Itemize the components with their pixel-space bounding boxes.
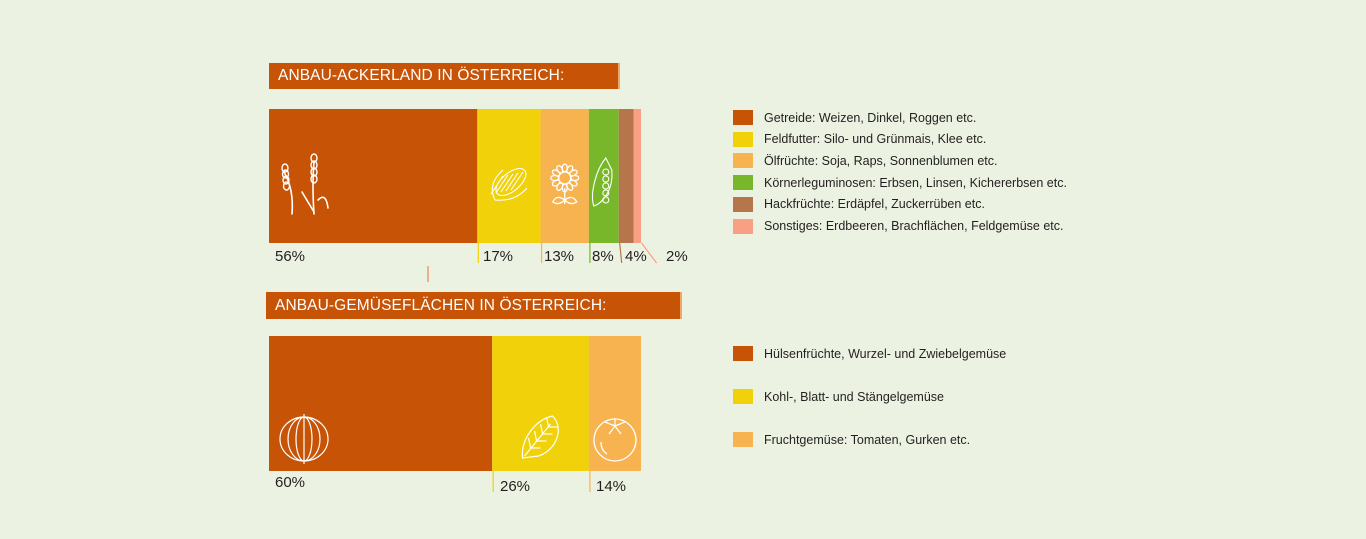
onion-icon	[279, 414, 329, 464]
data-label: 2%	[666, 248, 688, 265]
legend-item: Sonstiges: Erdbeeren, Brachflächen, Feld…	[733, 218, 1064, 234]
legend-label: Sonstiges: Erdbeeren, Brachflächen, Feld…	[764, 219, 1064, 233]
legend-item: Hackfrüchte: Erdäpfel, Zuckerrüben etc.	[733, 196, 985, 212]
bar-segment-2	[477, 109, 541, 243]
legend-item: Hülsenfrüchte, Wurzel- und Zwiebelgemüse	[733, 346, 1006, 361]
data-label: 14%	[596, 478, 626, 495]
legend-swatch	[733, 175, 753, 191]
bar-segment-1	[269, 336, 493, 471]
legend-label: Hülsenfrüchte, Wurzel- und Zwiebelgemüse	[764, 346, 1007, 361]
bar-ackerland: 56% 17% 13% 8% 4% 2%	[269, 109, 688, 265]
legend-label: Kohl-, Blatt- und Stängelgemüse	[764, 389, 944, 404]
pea-pod-icon	[592, 157, 613, 207]
legend-swatch	[733, 131, 753, 147]
label-leader-6	[641, 242, 658, 264]
bar-segment-3	[540, 109, 589, 243]
bar-segment-5	[618, 109, 634, 243]
bar-gemuese: 60% 26% 14%	[269, 336, 641, 495]
legend-swatch	[733, 218, 753, 234]
chart-title-ackerland: ANBAU-ACKERLAND IN ÖSTERREICH:	[269, 63, 620, 89]
data-label: 56%	[275, 248, 305, 265]
bar-segment-6	[633, 109, 641, 243]
legend-label: Ölfrüchte: Soja, Raps, Sonnenblumen etc.	[764, 153, 998, 168]
legend-label: Getreide: Weizen, Dinkel, Roggen etc.	[764, 110, 977, 125]
legend-swatch	[733, 196, 753, 212]
legend-item: Körnerleguminosen: Erbsen, Linsen, Kiche…	[733, 175, 1067, 191]
bar-segment-3	[588, 336, 641, 471]
legend-item: Fruchtgemüse: Tomaten, Gurken etc.	[733, 432, 970, 447]
legend-swatch	[733, 346, 753, 361]
legend-swatch	[733, 153, 753, 169]
legend-label: Fruchtgemüse: Tomaten, Gurken etc.	[764, 432, 971, 447]
wheat-icon	[281, 153, 329, 215]
data-label: 13%	[544, 248, 574, 265]
legend-swatch	[733, 389, 753, 404]
legend-swatch	[733, 110, 753, 125]
data-label: 60%	[275, 474, 305, 491]
legend-item: Getreide: Weizen, Dinkel, Roggen etc.	[733, 110, 976, 125]
corn-icon	[490, 167, 528, 201]
tomato-icon	[593, 418, 637, 462]
label-leader-5	[619, 242, 623, 264]
data-label: 26%	[500, 478, 530, 495]
legend-label: Körnerleguminosen: Erbsen, Linsen, Kiche…	[764, 175, 1067, 190]
legend-swatch	[733, 432, 753, 447]
data-label: 8%	[592, 248, 614, 265]
legend-item: Kohl-, Blatt- und Stängelgemüse	[733, 389, 944, 404]
legend-label: Feldfutter: Silo- und Grünmais, Klee etc…	[764, 132, 987, 147]
legend-item: Feldfutter: Silo- und Grünmais, Klee etc…	[733, 131, 987, 147]
bar-segment-2	[492, 336, 589, 471]
data-label: 17%	[483, 248, 513, 265]
lettuce-icon	[521, 415, 559, 459]
legend-item: Ölfrüchte: Soja, Raps, Sonnenblumen etc.	[733, 153, 998, 169]
chart-title-gemuese: ANBAU-GEMÜSEFLÄCHEN IN ÖSTERREICH:	[266, 292, 682, 319]
sunflower-icon	[550, 163, 580, 205]
bar-segment-4	[588, 109, 619, 243]
legend-label: Hackfrüchte: Erdäpfel, Zuckerrüben etc.	[764, 197, 985, 212]
bar-segment-1	[269, 109, 478, 243]
data-label: 4%	[625, 248, 647, 265]
